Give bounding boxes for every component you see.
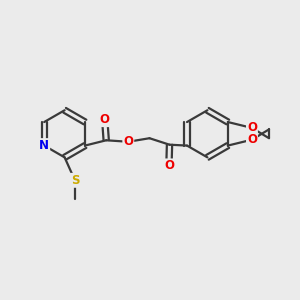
- Text: O: O: [164, 159, 174, 172]
- Text: S: S: [71, 174, 79, 187]
- Text: O: O: [100, 113, 110, 126]
- Text: O: O: [247, 133, 257, 146]
- Text: N: N: [39, 139, 49, 152]
- Text: O: O: [247, 122, 257, 134]
- Text: O: O: [123, 135, 133, 148]
